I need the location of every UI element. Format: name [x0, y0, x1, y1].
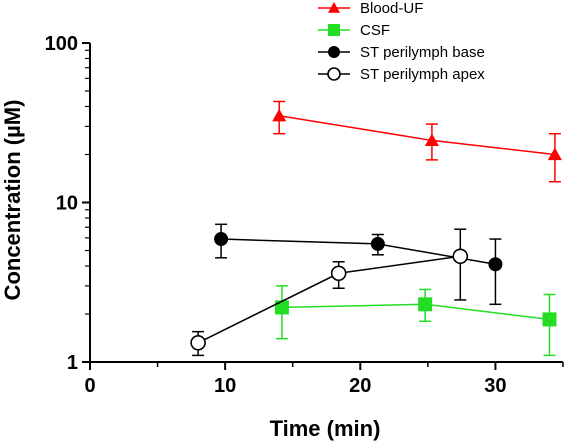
data-point: [424, 133, 439, 147]
y-tick-label: 10: [56, 193, 78, 215]
y-tick-label: 100: [45, 33, 78, 55]
data-point: [328, 2, 340, 13]
legend-item: CSF: [318, 22, 390, 39]
legend-item: ST perilymph apex: [318, 66, 485, 83]
legend-item: Blood-UF: [318, 0, 423, 17]
axes: 0 10 20 30 1 10 100: [45, 33, 564, 397]
data-point: [272, 108, 287, 122]
data-point: [488, 257, 503, 272]
legend-label: Blood-UF: [360, 0, 423, 17]
data-point: [327, 67, 341, 81]
x-axis-title: Time (min): [270, 416, 381, 441]
legend: Blood-UF CSF ST perilymph base ST perilymph…: [318, 0, 485, 83]
legend-item: ST perilymph base: [318, 44, 485, 61]
series: [190, 228, 469, 357]
y-axis-title: Concentration (µM): [0, 100, 25, 301]
data-point: [330, 265, 347, 282]
series: [274, 285, 557, 357]
series-line: [281, 303, 550, 321]
x-tick-label: 20: [349, 375, 371, 397]
series-line: [279, 114, 555, 156]
x-tick-label: 10: [214, 375, 236, 397]
data-point: [418, 297, 433, 312]
data-point: [328, 46, 340, 58]
plot-area: [190, 100, 562, 357]
x-tick-label: 30: [484, 375, 506, 397]
legend-label: CSF: [360, 22, 390, 39]
data-point: [274, 300, 289, 315]
y-tick-label: 1: [67, 352, 78, 374]
data-point: [328, 24, 340, 36]
data-point: [547, 147, 562, 161]
data-point: [452, 248, 469, 265]
data-point: [190, 334, 206, 351]
legend-label: ST perilymph apex: [360, 66, 485, 83]
data-point: [542, 312, 557, 327]
data-point: [214, 232, 229, 247]
series: [214, 223, 503, 306]
legend-label: ST perilymph base: [360, 44, 485, 61]
series: [272, 100, 562, 183]
x-tick-label: 0: [84, 375, 95, 397]
data-point: [370, 236, 385, 251]
